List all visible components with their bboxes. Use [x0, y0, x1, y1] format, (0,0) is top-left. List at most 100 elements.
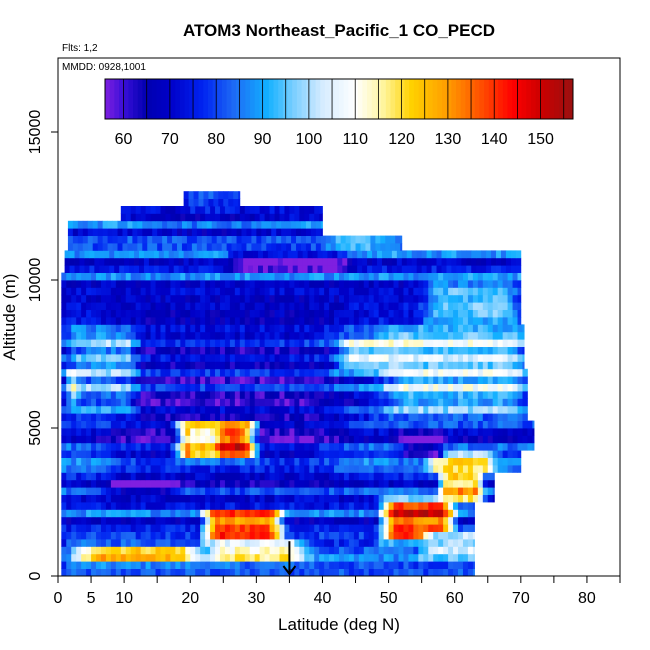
- heatmap-cell: [254, 280, 261, 288]
- heatmap-cell: [403, 302, 409, 310]
- heatmap-cell: [334, 376, 340, 384]
- heatmap-cell: [135, 420, 142, 429]
- heatmap-cell: [497, 457, 504, 466]
- heatmap-cell: [423, 472, 429, 481]
- heatmap-cell: [145, 280, 151, 288]
- heatmap-cell: [81, 317, 87, 325]
- heatmap-cell: [170, 539, 176, 547]
- heatmap-cell: [234, 346, 241, 355]
- heatmap-cell: [289, 368, 295, 377]
- heatmap-cell: [89, 250, 95, 259]
- heatmap-cell: [398, 442, 404, 451]
- heatmap-cell: [219, 339, 226, 347]
- heatmap-cell: [393, 383, 399, 392]
- heatmap-cell: [388, 368, 394, 377]
- heatmap-cell: [522, 435, 528, 444]
- heatmap-cell: [81, 457, 87, 466]
- heatmap-cell: [373, 516, 380, 525]
- heatmap-cell: [339, 391, 345, 399]
- heatmap-cell: [329, 546, 335, 555]
- heatmap-cell: [205, 280, 211, 288]
- heatmap-cell: [234, 287, 241, 296]
- heatmap-cell: [304, 287, 310, 296]
- heatmap-cell: [284, 465, 290, 473]
- heatmap-cell: [251, 235, 257, 244]
- heatmap-cell: [472, 331, 479, 340]
- heatmap-cell: [181, 235, 188, 244]
- heatmap-cell: [81, 280, 87, 288]
- heatmap-cell: [368, 398, 375, 407]
- heatmap-cell: [170, 346, 176, 355]
- heatmap-cell: [200, 487, 206, 495]
- heatmap-cell: [105, 294, 112, 303]
- heatmap-cell: [110, 435, 117, 444]
- heatmap-cell: [195, 354, 201, 362]
- heatmap-cell: [190, 413, 196, 421]
- heatmap-cell: [289, 442, 295, 451]
- heatmap-cell: [343, 302, 350, 310]
- heatmap-cell: [413, 546, 419, 555]
- heatmap-cell: [96, 428, 102, 436]
- heatmap-cell: [274, 494, 280, 503]
- heatmap-cell: [66, 383, 72, 392]
- heatmap-cell: [428, 398, 434, 407]
- heatmap-cell: [125, 494, 132, 503]
- heatmap-cell: [279, 509, 285, 518]
- heatmap-cell: [339, 420, 345, 429]
- heatmap-cell: [105, 405, 112, 414]
- heatmap-cell: [109, 250, 115, 259]
- heatmap-cell: [458, 376, 464, 384]
- heatmap-cell: [482, 472, 489, 481]
- heatmap-cell: [329, 376, 335, 384]
- heatmap-cell: [314, 376, 320, 384]
- heatmap-cell: [304, 494, 310, 503]
- heatmap-cell: [165, 553, 171, 562]
- heatmap-cell: [165, 502, 171, 510]
- heatmap-cell: [358, 553, 365, 562]
- heatmap-cell: [413, 309, 419, 318]
- heatmap-cell: [421, 250, 428, 259]
- heatmap-cell: [254, 450, 261, 458]
- heatmap-cell: [140, 317, 147, 325]
- heatmap-cell: [472, 287, 479, 296]
- heatmap-cell: [219, 383, 226, 392]
- heatmap-cell: [309, 287, 315, 296]
- heatmap-cell: [115, 465, 122, 473]
- heatmap-cell: [279, 479, 285, 488]
- heatmap-cell: [472, 354, 479, 362]
- heatmap-cell: [185, 361, 191, 370]
- heatmap-cell: [408, 546, 414, 555]
- heatmap-cell: [497, 309, 504, 318]
- heatmap-cell: [115, 494, 122, 503]
- heatmap-cell: [110, 494, 117, 503]
- heatmap-cell: [357, 265, 363, 273]
- heatmap-cell: [487, 487, 494, 495]
- colorbar-segment: [474, 79, 480, 119]
- heatmap-cell: [365, 235, 371, 244]
- heatmap-cell: [502, 398, 508, 407]
- heatmap-cell: [279, 568, 285, 577]
- heatmap-cell: [175, 457, 181, 466]
- heatmap-cell: [378, 472, 385, 481]
- heatmap-cell: [507, 331, 513, 340]
- heatmap-cell: [125, 553, 132, 562]
- heatmap-cell: [200, 391, 206, 399]
- heatmap-cell: [309, 413, 315, 421]
- heatmap-cell: [458, 568, 464, 577]
- heatmap-cell: [190, 213, 196, 222]
- heatmap-cell: [383, 280, 389, 288]
- heatmap-cell: [170, 376, 176, 384]
- heatmap-cell: [507, 383, 513, 392]
- heatmap-cell: [319, 479, 325, 488]
- heatmap-cell: [438, 368, 444, 377]
- heatmap-cell: [239, 376, 246, 384]
- heatmap-cell: [324, 531, 330, 540]
- heatmap-cell: [229, 420, 236, 429]
- heatmap-cell: [453, 391, 459, 399]
- heatmap-cell: [517, 280, 522, 288]
- heatmap-cell: [219, 472, 226, 481]
- heatmap-cell: [234, 272, 241, 281]
- heatmap-cell: [206, 220, 213, 229]
- heatmap-cell: [279, 561, 285, 569]
- heatmap-cell: [135, 294, 142, 303]
